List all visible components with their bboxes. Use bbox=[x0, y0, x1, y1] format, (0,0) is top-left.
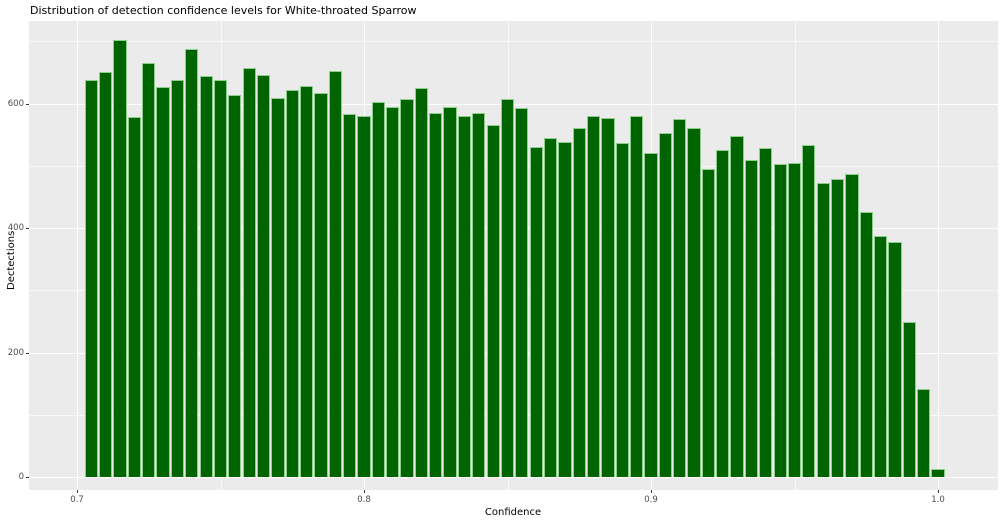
histogram-bar bbox=[199, 76, 213, 477]
histogram-bar bbox=[271, 97, 285, 477]
x-axis-tick bbox=[364, 490, 365, 493]
histogram-bar bbox=[601, 118, 615, 477]
histogram-bar bbox=[242, 68, 256, 477]
histogram-bar bbox=[414, 87, 429, 477]
histogram-bar bbox=[931, 468, 945, 477]
y-tick-label: 400 bbox=[7, 223, 24, 233]
histogram-bar bbox=[343, 114, 357, 477]
y-axis-tick bbox=[26, 228, 29, 229]
histogram-bar bbox=[816, 183, 830, 477]
histogram-bar bbox=[500, 99, 515, 477]
histogram-bar bbox=[213, 79, 228, 477]
histogram-bar bbox=[558, 142, 572, 477]
histogram-bar bbox=[472, 112, 486, 477]
histogram-bar bbox=[429, 112, 443, 477]
x-tick-label: 0.8 bbox=[357, 495, 371, 505]
histogram-bar bbox=[859, 211, 873, 477]
histogram-bar bbox=[299, 86, 314, 477]
histogram-bar bbox=[586, 115, 601, 477]
histogram-bar bbox=[701, 168, 716, 477]
y-axis-tick bbox=[26, 477, 29, 478]
y-axis-title: Dectections bbox=[6, 230, 17, 290]
histogram-bar bbox=[543, 137, 558, 477]
histogram-bar bbox=[615, 143, 629, 477]
histogram-bar bbox=[515, 108, 529, 477]
x-axis-tick bbox=[938, 490, 939, 493]
histogram-bar bbox=[285, 90, 299, 477]
histogram-bar bbox=[457, 115, 472, 477]
x-tick-label: 0.7 bbox=[70, 495, 84, 505]
histogram-bar bbox=[644, 153, 658, 477]
histogram-bar bbox=[716, 149, 730, 477]
y-axis-tick bbox=[26, 352, 29, 354]
histogram-bar bbox=[314, 92, 328, 477]
histogram-bar bbox=[328, 70, 342, 477]
y-major-gridline bbox=[29, 477, 998, 479]
x-tick-label: 1.0 bbox=[931, 495, 945, 505]
histogram-bar bbox=[773, 163, 787, 477]
histogram-bar bbox=[386, 106, 400, 477]
histogram-bar bbox=[687, 128, 701, 477]
histogram-bar bbox=[99, 72, 113, 477]
histogram-bar bbox=[873, 236, 888, 477]
y-tick-label: 600 bbox=[7, 98, 24, 109]
histogram-bar bbox=[256, 75, 271, 477]
histogram-bar bbox=[572, 128, 586, 477]
histogram-bar bbox=[443, 106, 457, 477]
histogram-bar bbox=[185, 48, 199, 477]
histogram-bar bbox=[673, 119, 687, 477]
x-axis-title: Confidence bbox=[484, 507, 542, 518]
histogram-bar bbox=[400, 99, 414, 477]
y-tick-label: 0 bbox=[18, 472, 24, 482]
y-tick-label: 200 bbox=[7, 347, 24, 358]
x-major-gridline bbox=[77, 21, 79, 490]
histogram-bar bbox=[127, 116, 142, 477]
histogram-bar bbox=[113, 40, 127, 477]
histogram-bar bbox=[902, 321, 916, 477]
histogram-bar bbox=[845, 173, 859, 477]
histogram-bar bbox=[744, 159, 759, 477]
histogram-bar bbox=[371, 102, 385, 477]
histogram-bar bbox=[830, 179, 845, 477]
histogram-bar bbox=[156, 86, 170, 477]
plot-title: Distribution of detection confidence lev… bbox=[30, 4, 417, 17]
histogram-bar bbox=[802, 144, 816, 477]
histogram-bar bbox=[888, 241, 902, 477]
histogram-bar bbox=[170, 79, 185, 477]
plot-panel bbox=[29, 21, 998, 490]
histogram-bar bbox=[529, 147, 543, 477]
x-tick-label: 0.9 bbox=[644, 495, 658, 505]
histogram-bar bbox=[917, 388, 931, 477]
histogram-bar bbox=[630, 115, 644, 477]
histogram-bar bbox=[730, 135, 744, 477]
x-axis-tick bbox=[77, 490, 78, 493]
x-major-gridline bbox=[938, 21, 940, 490]
x-axis-tick bbox=[651, 490, 652, 493]
y-minor-gridline bbox=[29, 41, 998, 42]
histogram-bar bbox=[357, 115, 371, 477]
histogram-bar bbox=[142, 63, 156, 477]
y-axis-tick bbox=[26, 103, 29, 105]
histogram-bar bbox=[759, 147, 773, 477]
histogram-bar bbox=[228, 94, 242, 477]
histogram-bar bbox=[486, 125, 500, 477]
histogram-bar bbox=[84, 79, 98, 477]
histogram-bar bbox=[658, 133, 672, 477]
histogram-bar bbox=[787, 162, 802, 477]
